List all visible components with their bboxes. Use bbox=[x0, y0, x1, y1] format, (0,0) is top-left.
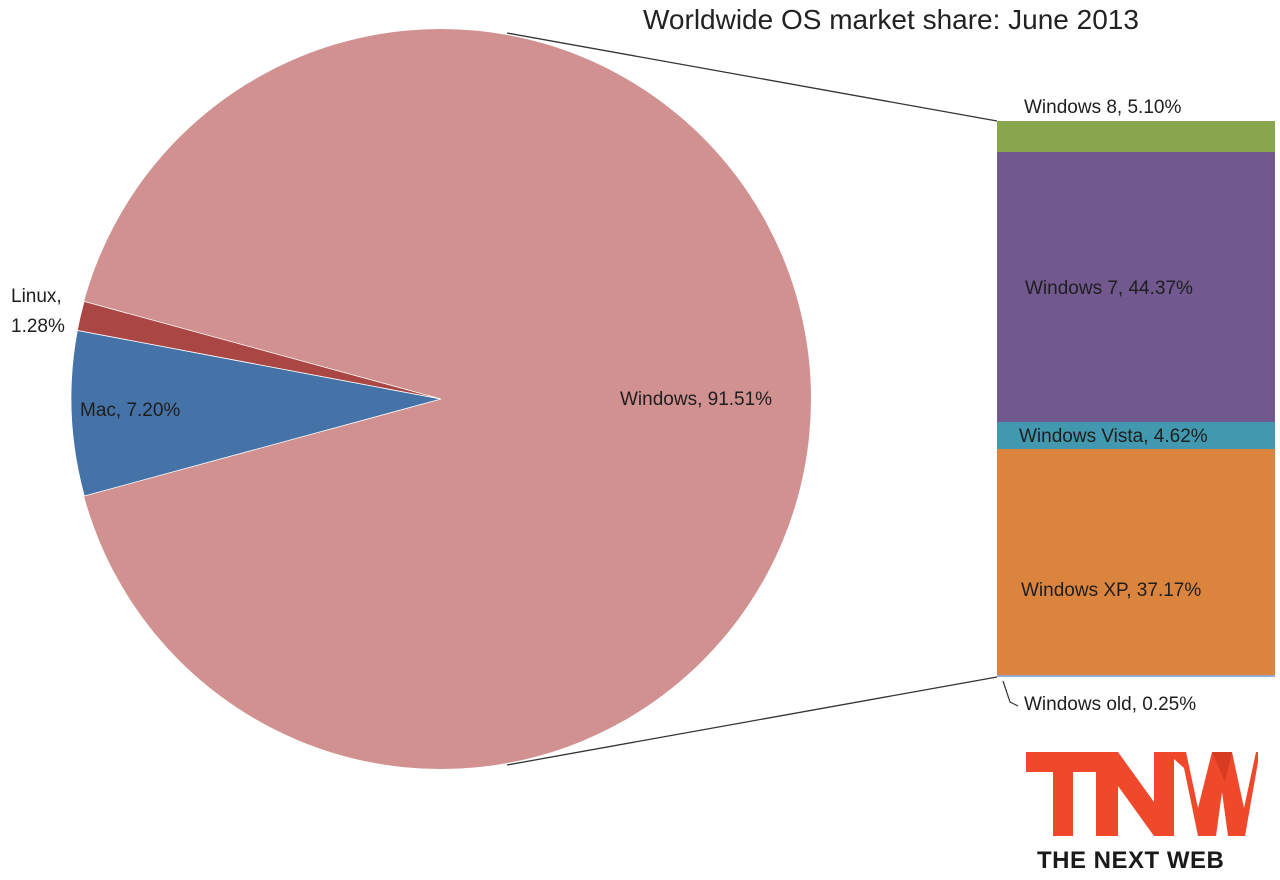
data-label-windows-xp: Windows XP, 37.17% bbox=[1021, 580, 1202, 601]
connector-line-top bbox=[506, 32, 998, 122]
pie-slice-linux bbox=[76, 300, 442, 400]
logo-wordmark: THE NEXT WEB bbox=[1037, 847, 1225, 874]
bar-segment-windows-xp bbox=[997, 449, 1275, 675]
bar-segment-windows-vista bbox=[997, 422, 1275, 449]
data-label-windows-old: Windows old, 0.25% bbox=[1024, 694, 1197, 715]
connector-line-bottom bbox=[506, 676, 998, 766]
pie-slice-mac bbox=[70, 329, 442, 497]
bar-segment-windows-old bbox=[997, 675, 1275, 677]
leader-line-windows-old bbox=[1002, 680, 1019, 707]
bar-segment-windows-7 bbox=[997, 152, 1275, 422]
data-label-mac: Mac, 7.20% bbox=[80, 400, 181, 421]
bar-segment-windows-8 bbox=[997, 121, 1275, 152]
tnw-logo-icon bbox=[1026, 752, 1258, 836]
data-label-windows-8: Windows 8, 5.10% bbox=[1024, 97, 1182, 118]
chart-title: Worldwide OS market share: June 2013 bbox=[643, 4, 1139, 35]
data-label-linux-name: Linux, bbox=[11, 286, 62, 307]
data-label-windows-vista: Windows Vista, 4.62% bbox=[1019, 426, 1208, 447]
data-label-linux-value: 1.28% bbox=[11, 316, 65, 337]
data-label-windows: Windows, 91.51% bbox=[620, 389, 773, 410]
data-label-windows-7: Windows 7, 44.37% bbox=[1025, 278, 1193, 299]
